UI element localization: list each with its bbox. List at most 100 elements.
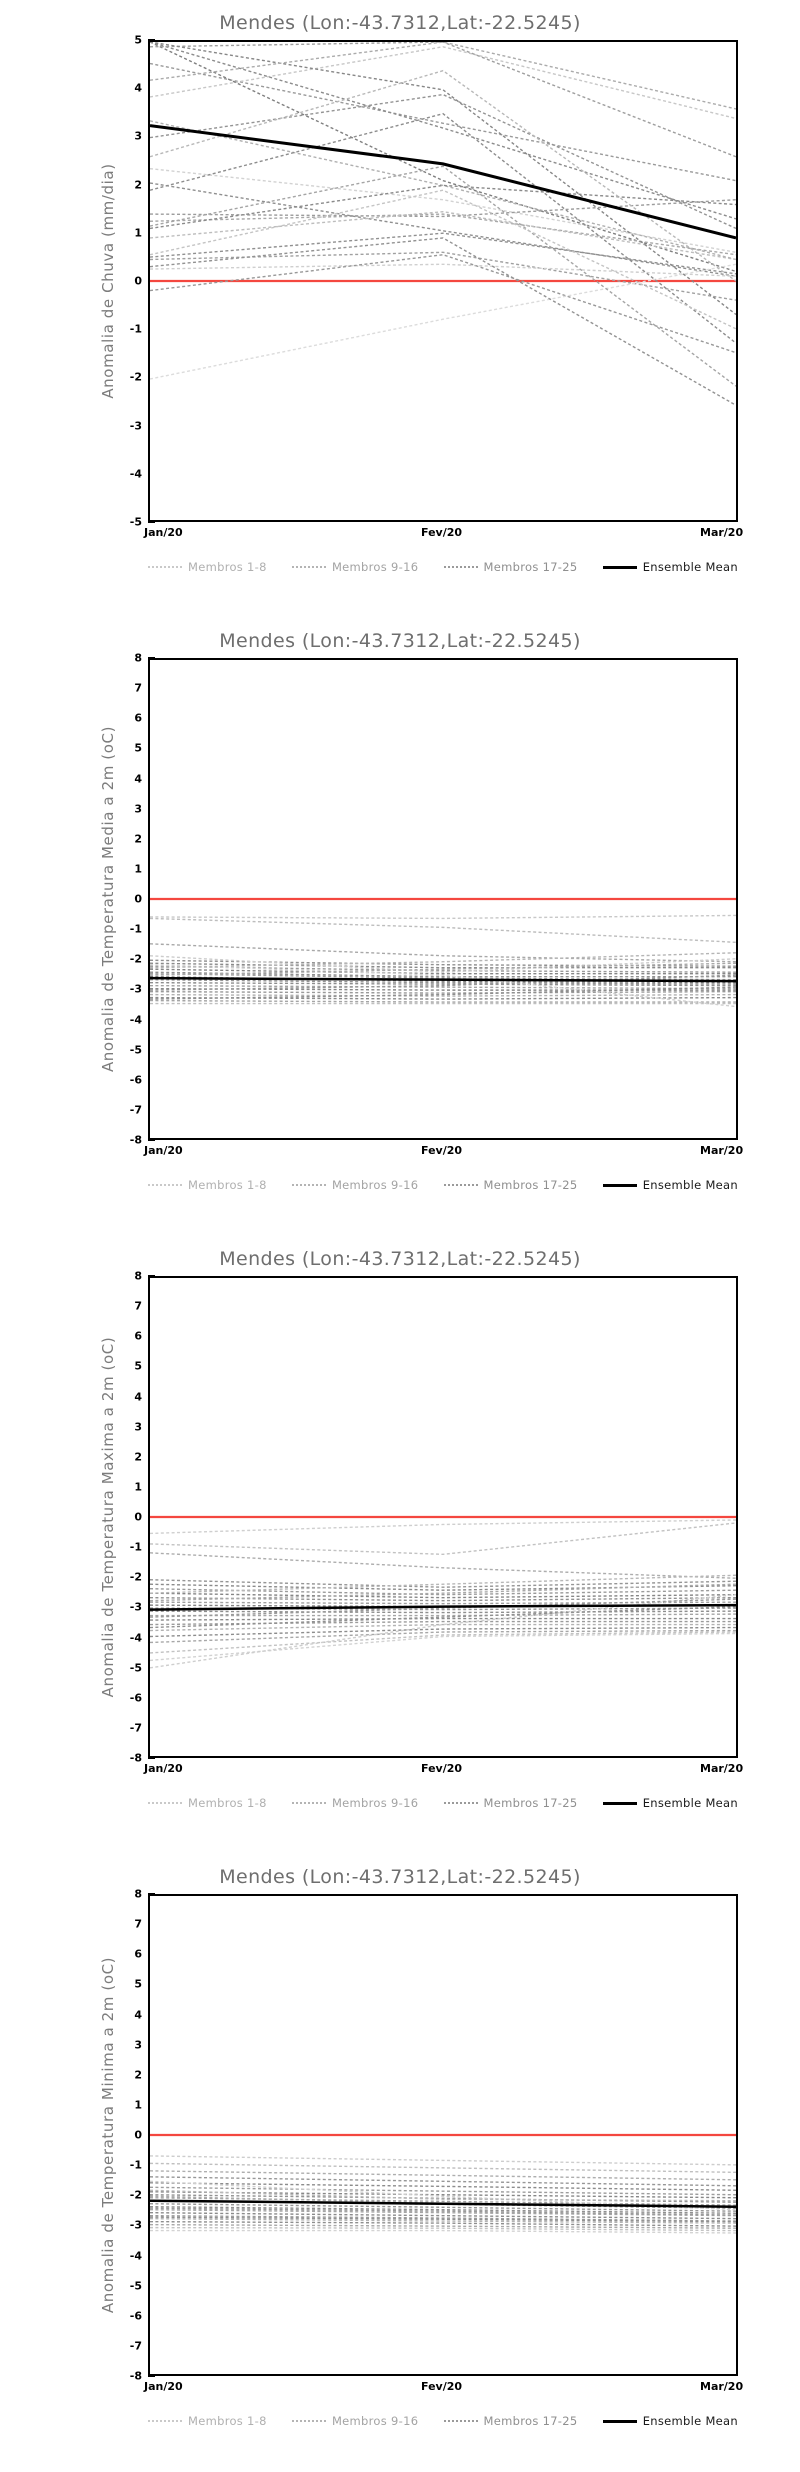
legend-item[interactable]: Ensemble Mean xyxy=(602,560,738,574)
member-line xyxy=(150,2187,736,2194)
member-line xyxy=(150,2216,736,2221)
legend-label: Membros 9-16 xyxy=(331,1796,419,1810)
chart-title: Mendes (Lon:-43.7312,Lat:-22.5245) xyxy=(219,1248,581,1270)
member-line xyxy=(150,2213,736,2219)
x-tick-label: Mar/20 xyxy=(700,526,744,539)
legend-line-icon xyxy=(291,1184,326,1186)
legend-item[interactable]: Membros 17-25 xyxy=(443,2414,578,2428)
ensemble-mean-line xyxy=(150,1605,736,1609)
member-line xyxy=(150,1607,736,1628)
member-line xyxy=(150,2217,736,2221)
y-tick-label: 3 xyxy=(134,129,142,143)
y-tick-label: 2 xyxy=(134,2068,142,2082)
plot-area xyxy=(148,40,738,522)
x-tick-label: Jan/20 xyxy=(144,1762,183,1775)
legend-line-icon xyxy=(602,565,637,569)
y-tick-label: -1 xyxy=(129,1540,142,1554)
member-line xyxy=(150,42,736,109)
legend-item[interactable]: Membros 17-25 xyxy=(443,1796,578,1810)
legend-item[interactable]: Membros 9-16 xyxy=(291,1178,418,1192)
chart-title: Mendes (Lon:-43.7312,Lat:-22.5245) xyxy=(219,1866,581,1888)
y-tick-mark xyxy=(148,2375,155,2377)
y-tick-label: -2 xyxy=(129,952,142,966)
member-line xyxy=(150,252,736,300)
plot-area xyxy=(148,1276,738,1758)
legend-item[interactable]: Membros 1-8 xyxy=(148,2414,267,2428)
chart-legend: Membros 1-8 Membros 9-16 Membros 17-25 Ense… xyxy=(148,1174,738,1196)
legend-item[interactable]: Membros 9-16 xyxy=(291,1796,419,1810)
legend-item[interactable]: Ensemble Mean xyxy=(602,1796,738,1810)
member-line xyxy=(150,975,736,990)
legend-item[interactable]: Membros 1-8 xyxy=(148,560,267,574)
y-tick-label: -5 xyxy=(129,1661,142,1675)
legend-item[interactable]: Membros 9-16 xyxy=(291,560,418,574)
legend-item[interactable]: Membros 1-8 xyxy=(148,1796,267,1810)
y-tick-label: -4 xyxy=(129,1631,142,1644)
member-line xyxy=(150,1631,736,1643)
y-tick-label: -1 xyxy=(129,922,142,936)
member-line xyxy=(150,2228,736,2231)
member-line xyxy=(150,980,736,984)
member-line xyxy=(150,2207,736,2214)
member-line xyxy=(150,965,736,1007)
member-line xyxy=(150,264,736,276)
member-line xyxy=(150,963,736,975)
legend-item[interactable]: Membros 1-8 xyxy=(148,1178,267,1192)
ensemble-mean-line xyxy=(150,2201,736,2207)
member-line xyxy=(150,953,736,968)
legend-label: Membros 1-8 xyxy=(188,1178,267,1192)
legend-line-icon xyxy=(443,2420,478,2422)
member-line xyxy=(150,2190,736,2200)
y-tick-label: 1 xyxy=(134,862,142,876)
x-tick-label: Mar/20 xyxy=(700,1144,744,1157)
member-line xyxy=(150,190,736,329)
x-tick-label: Fev/20 xyxy=(421,1144,463,1157)
member-line xyxy=(150,1599,736,1617)
series-canvas xyxy=(150,1515,736,1756)
member-line xyxy=(150,64,736,181)
y-tick-label: -5 xyxy=(129,515,142,529)
legend-label: Membros 9-16 xyxy=(331,2414,419,2428)
chart-title: Mendes (Lon:-43.7312,Lat:-22.5245) xyxy=(219,12,581,34)
y-tick-label: -6 xyxy=(129,2309,142,2323)
legend-item[interactable]: Membros 17-25 xyxy=(443,1178,578,1192)
y-tick-label: -4 xyxy=(129,467,142,481)
member-line xyxy=(150,918,736,942)
y-tick-label: 5 xyxy=(134,741,142,755)
legend-line-icon xyxy=(291,2420,326,2422)
y-tick-label: -6 xyxy=(129,1073,142,1087)
member-line xyxy=(150,183,736,276)
y-tick-label: 0 xyxy=(134,2128,142,2142)
member-line xyxy=(150,212,736,260)
legend-item[interactable]: Membros 17-25 xyxy=(443,560,578,574)
member-line xyxy=(150,2177,736,2186)
y-tick-label: 8 xyxy=(134,1887,142,1901)
member-line xyxy=(150,2163,736,2172)
plot-area xyxy=(148,1894,738,2376)
legend-label: Membros 17-25 xyxy=(483,1178,578,1192)
legend-line-icon xyxy=(148,566,182,568)
legend-label: Membros 17-25 xyxy=(483,1796,578,1810)
member-line xyxy=(150,255,736,353)
y-tick-label: 4 xyxy=(134,772,142,785)
y-tick-label: -2 xyxy=(129,1570,142,1584)
y-tick-label: -7 xyxy=(129,2339,142,2353)
y-tick-mark xyxy=(148,1139,155,1141)
legend-item[interactable]: Ensemble Mean xyxy=(602,1178,738,1192)
legend-item[interactable]: Membros 9-16 xyxy=(291,2414,419,2428)
member-line xyxy=(150,956,736,972)
y-tick-label: -8 xyxy=(129,1133,142,1147)
member-line xyxy=(150,264,736,379)
y-tick-label: 5 xyxy=(134,33,142,47)
ensemble-mean-line xyxy=(150,126,736,238)
member-line xyxy=(150,42,736,314)
chart-panel-2: Mendes (Lon:-43.7312,Lat:-22.5245) Anomal… xyxy=(0,618,800,1236)
member-line xyxy=(150,987,736,999)
y-tick-label: -3 xyxy=(129,2218,142,2232)
legend-item[interactable]: Ensemble Mean xyxy=(602,2414,738,2428)
chart-legend: Membros 1-8 Membros 9-16 Membros 17-25 Ense… xyxy=(148,2410,738,2432)
legend-line-icon xyxy=(148,2420,182,2422)
chart-panel-3: Mendes (Lon:-43.7312,Lat:-22.5245) Anomal… xyxy=(0,1236,800,1854)
legend-label: Ensemble Mean xyxy=(642,2414,738,2428)
member-line xyxy=(150,2225,736,2229)
